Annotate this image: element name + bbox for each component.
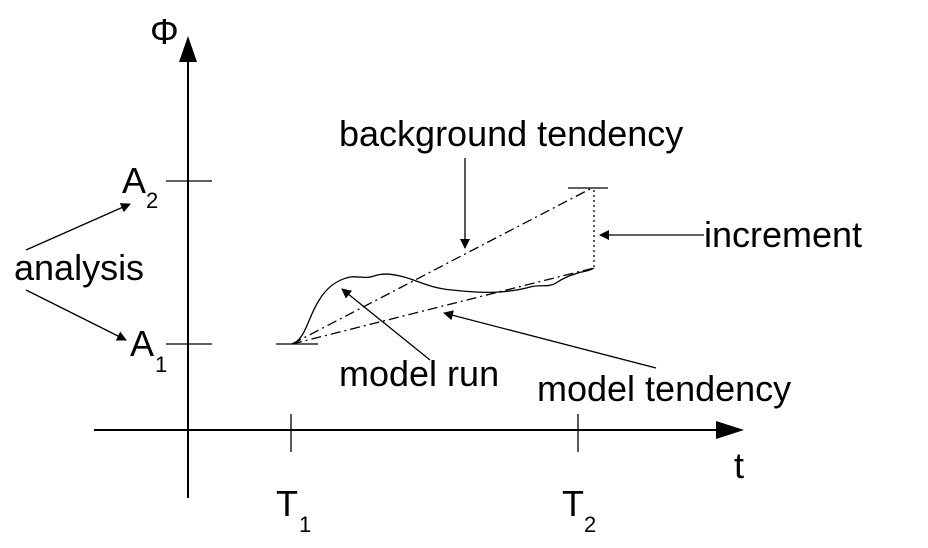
analysis-label: analysis (14, 247, 144, 288)
y-axis-label: Φ (150, 11, 179, 52)
model-run-label: model run (339, 353, 499, 394)
y-axis-arrowhead (179, 36, 197, 62)
analysis-arrow-a1 (25, 289, 127, 341)
x-axis-label: t (734, 445, 744, 486)
model-run-curve (291, 267, 595, 345)
tick-label-a1-subscript: 1 (155, 352, 167, 377)
x-axis-arrowhead (716, 421, 744, 439)
tick-label-t2: T (562, 483, 584, 524)
model-tendency-label: model tendency (537, 368, 791, 409)
tick-label-a2: A (122, 160, 146, 201)
analysis-arrow-a2 (25, 203, 131, 251)
increment-label: increment (704, 214, 862, 255)
model-tendency-line (291, 267, 595, 345)
background-tendency-line (291, 187, 593, 345)
background-tendency-label: background tendency (339, 113, 683, 154)
tick-label-a1: A (130, 323, 154, 364)
model-run-arrow (341, 288, 431, 361)
model-tendency-arrow (443, 310, 657, 369)
tick-label-t2-subscript: 2 (584, 512, 596, 537)
tick-label-a2-subscript: 2 (146, 188, 158, 213)
tick-label-t1: T (276, 483, 298, 524)
tick-label-t1-subscript: 1 (299, 512, 311, 537)
